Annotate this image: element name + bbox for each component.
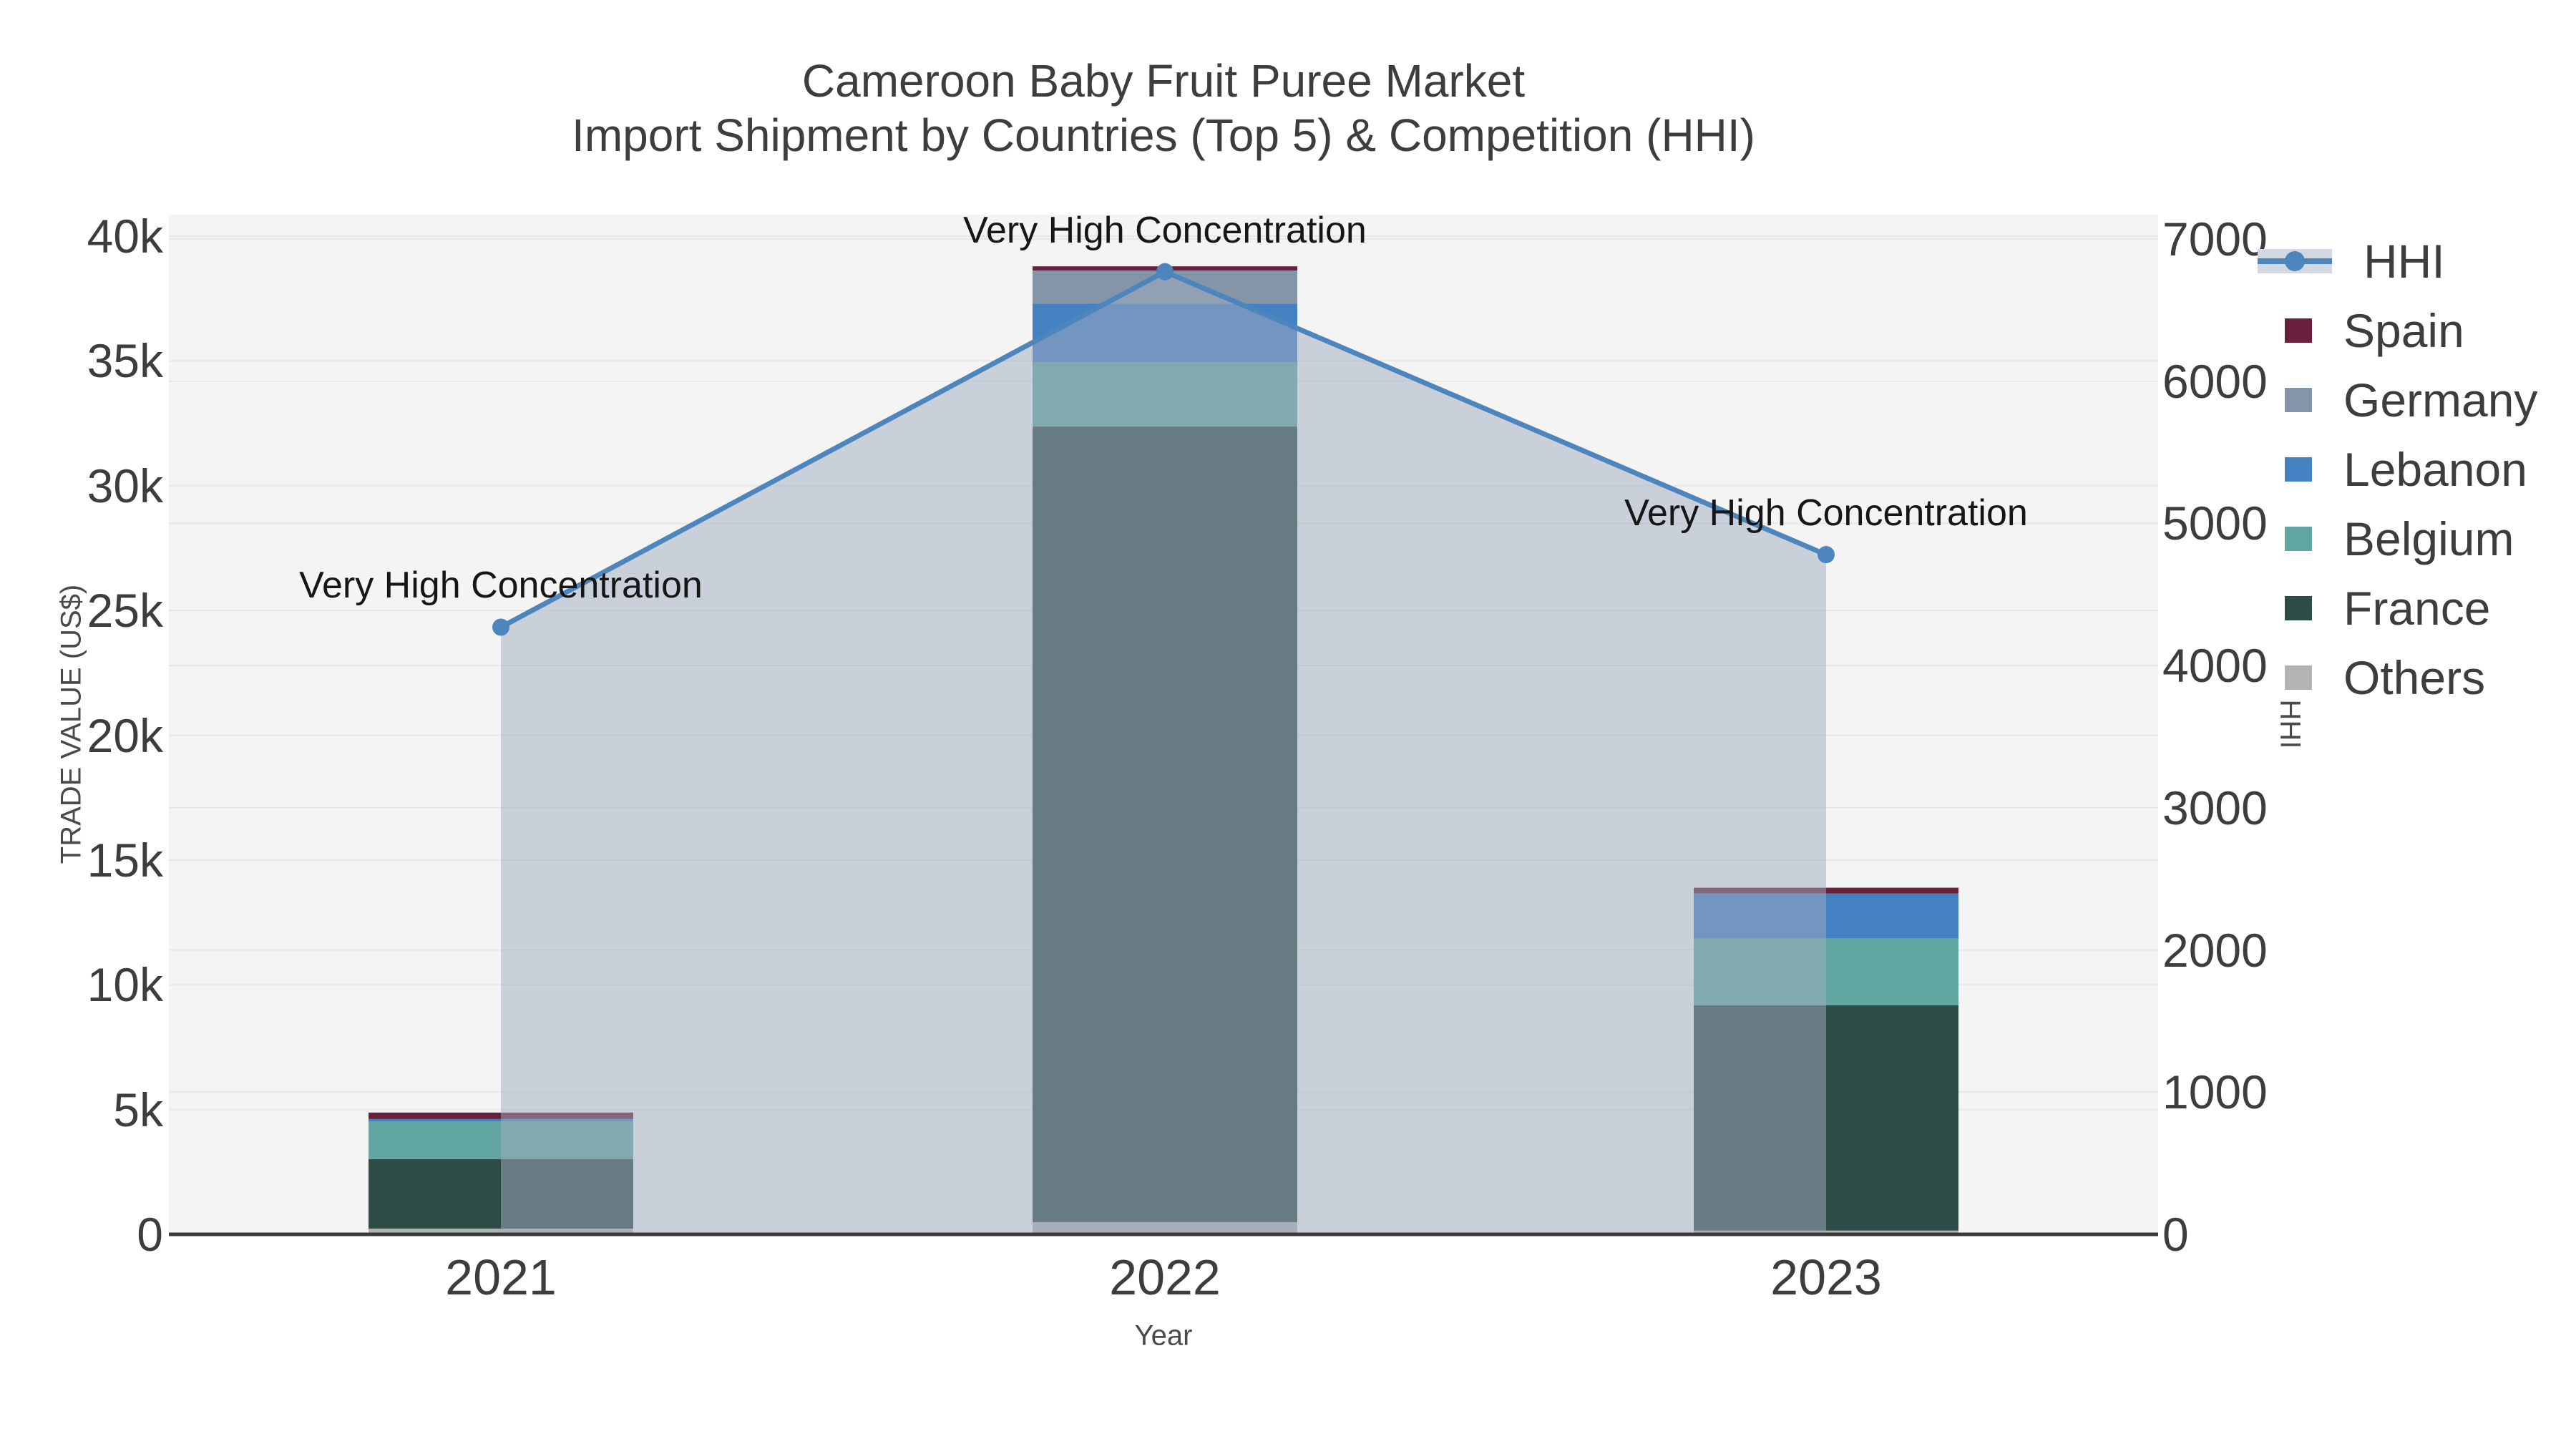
legend-item-france[interactable]: France	[2258, 581, 2490, 635]
right-tick-5000: 5000	[2162, 497, 2268, 550]
legend-label-belgium: Belgium	[2343, 512, 2514, 565]
x-tick-2021: 2021	[445, 1249, 557, 1305]
annotation-very-high-concentration-2023: Very High Concentration	[1624, 492, 2028, 535]
legend-item-lebanon[interactable]: Lebanon	[2258, 442, 2527, 497]
hhi-marker-2023[interactable]	[1818, 546, 1835, 564]
annotation-very-high-concentration-2021: Very High Concentration	[299, 565, 703, 607]
right-tick-0: 0	[2162, 1208, 2189, 1261]
left-tick-40k: 40k	[87, 210, 163, 263]
y-axis-right-title: HHI	[2274, 699, 2306, 749]
legend-swatch-spain	[2285, 318, 2312, 343]
legend-label-others: Others	[2343, 651, 2486, 704]
annotation-very-high-concentration-2022: Very High Concentration	[963, 209, 1367, 251]
left-tick-10k: 10k	[87, 958, 163, 1012]
right-tick-6000: 6000	[2162, 354, 2268, 408]
legend-item-others[interactable]: Others	[2258, 650, 2485, 705]
x-tick-2022: 2022	[1109, 1249, 1221, 1305]
legend-swatch-belgium	[2285, 527, 2312, 551]
left-tick-35k: 35k	[87, 334, 163, 388]
legend-label-germany: Germany	[2343, 374, 2538, 426]
legend-swatch-others	[2285, 665, 2312, 690]
left-tick-25k: 25k	[87, 584, 163, 638]
right-tick-3000: 3000	[2162, 781, 2268, 834]
hhi-area-fill	[501, 271, 1826, 1234]
right-tick-2000: 2000	[2162, 923, 2268, 977]
left-tick-20k: 20k	[87, 708, 163, 762]
hhi-marker-2021[interactable]	[492, 618, 509, 636]
left-tick-15k: 15k	[87, 833, 163, 887]
legend-item-germany[interactable]: Germany	[2258, 373, 2537, 427]
chart-title-line2: Import Shipment by Countries (Top 5) & C…	[572, 109, 1755, 161]
legend-label-france: France	[2343, 582, 2491, 635]
legend-label-hhi: HHI	[2363, 235, 2445, 288]
legend-label-spain: Spain	[2343, 304, 2464, 357]
left-tick-0: 0	[137, 1208, 163, 1261]
left-tick-30k: 30k	[87, 459, 163, 512]
left-tick-5k: 5k	[113, 1083, 163, 1136]
legend-item-belgium[interactable]: Belgium	[2258, 512, 2514, 566]
legend-item-spain[interactable]: Spain	[2258, 303, 2464, 358]
x-tick-2023: 2023	[1770, 1249, 1882, 1305]
right-tick-7000: 7000	[2162, 213, 2268, 265]
hhi-marker-2022[interactable]	[1156, 263, 1174, 280]
legend-label-lebanon: Lebanon	[2343, 443, 2527, 496]
legend-item-hhi[interactable]: HHI	[2258, 234, 2445, 288]
right-tick-4000: 4000	[2162, 639, 2268, 693]
legend-swatch-germany	[2285, 388, 2312, 412]
legend-swatch-lebanon	[2285, 457, 2312, 482]
hhi-line-sample-icon	[2258, 249, 2332, 273]
y-axis-left-title: TRADE VALUE (US$)	[55, 584, 87, 864]
chart-title-line1: Cameroon Baby Fruit Puree Market	[801, 55, 1526, 107]
legend-swatch-france	[2285, 596, 2312, 620]
right-tick-1000: 1000	[2162, 1065, 2268, 1119]
x-axis-title: Year	[1134, 1319, 1193, 1352]
